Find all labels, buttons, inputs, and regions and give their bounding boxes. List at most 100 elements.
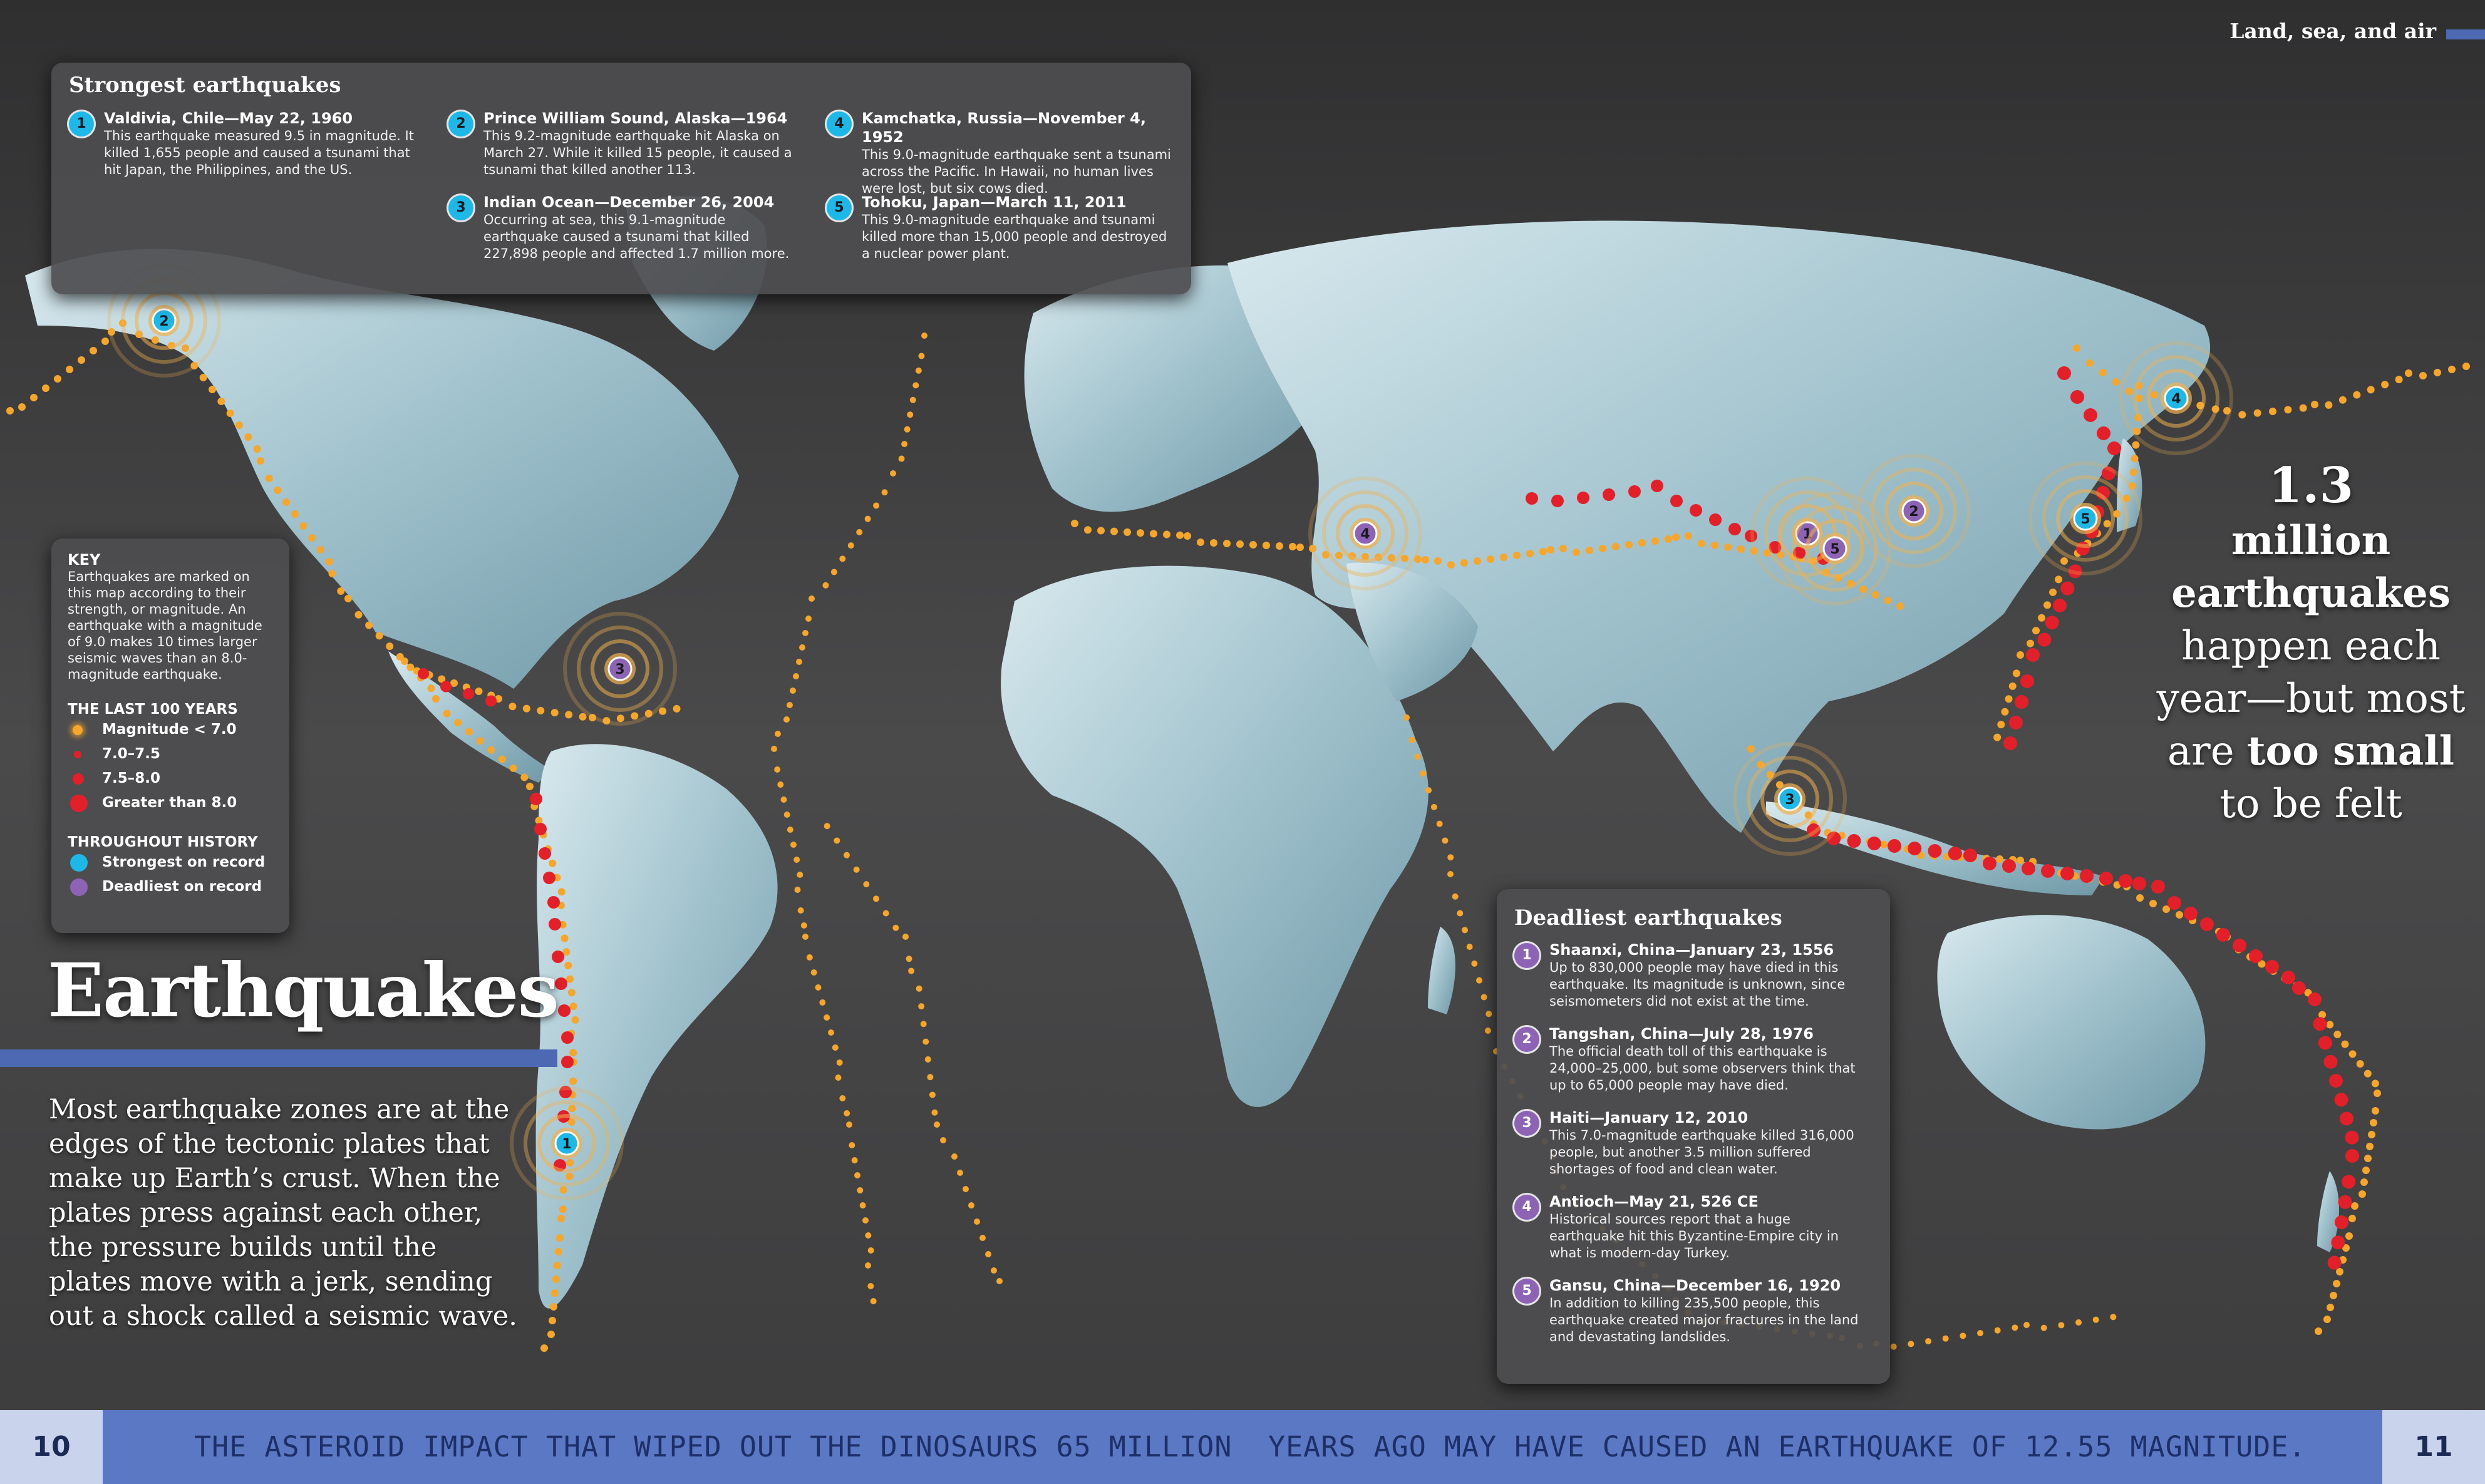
small-quake-dot xyxy=(566,1172,574,1180)
deadliest-number-badge: 5 xyxy=(1514,1279,1539,1304)
small-quake-dot xyxy=(291,510,299,518)
small-quake-dot xyxy=(2151,391,2159,399)
small-quake-dot xyxy=(2103,520,2111,528)
small-quake-dot xyxy=(835,1074,842,1081)
small-quake-dot xyxy=(780,796,787,803)
red-quake-dot xyxy=(559,1086,572,1098)
small-quake-dot xyxy=(1750,547,1758,555)
small-quake-dot xyxy=(406,663,415,671)
small-quake-dot xyxy=(828,1029,834,1036)
red-quake-dot xyxy=(1670,495,1683,507)
small-quake-dot xyxy=(2043,601,2051,609)
small-quake-dot xyxy=(495,695,502,703)
small-quake-dot xyxy=(616,714,624,723)
red-quake-dot xyxy=(1690,504,1702,517)
small-quake-dot xyxy=(824,823,830,830)
small-quake-dot xyxy=(1263,542,1270,549)
red-quake-dot xyxy=(552,951,564,963)
small-quake-dot xyxy=(2362,1167,2370,1174)
small-quake-dot xyxy=(2348,1215,2356,1222)
small-quake-dot xyxy=(1539,548,1547,555)
small-quake-dot xyxy=(1896,602,1904,610)
red-quake-dot xyxy=(2338,1195,2352,1209)
small-quake-dot xyxy=(1960,1332,1966,1339)
small-quake-dot xyxy=(235,421,243,429)
red-quake-dot xyxy=(2015,695,2028,709)
small-quake-dot xyxy=(265,475,273,482)
small-quake-dot xyxy=(1457,910,1464,917)
red-quake-dot xyxy=(2070,390,2084,404)
small-quake-dot xyxy=(892,924,899,931)
red-quake-dot xyxy=(440,681,452,693)
strongest-item-3: 3 Indian Ocean—December 26, 2004 Occurri… xyxy=(448,193,799,262)
small-quake-dot xyxy=(2419,372,2427,379)
small-quake-dot xyxy=(526,783,534,790)
red-quake-dot xyxy=(547,896,560,909)
shockwave-ring xyxy=(2147,369,2206,428)
small-quake-dot xyxy=(1884,597,1892,604)
small-quake-dot xyxy=(2005,695,2013,703)
small-quake-dot xyxy=(253,445,261,453)
small-quake-dot xyxy=(450,679,458,687)
red-quake-dot xyxy=(549,918,561,930)
red-quake-dot xyxy=(2045,616,2059,630)
small-quake-dot xyxy=(631,712,639,720)
small-quake-dot xyxy=(2323,1316,2331,1323)
small-quake-dot xyxy=(873,502,880,509)
shockwave-ring xyxy=(577,626,663,712)
small-quake-dot xyxy=(830,569,837,575)
small-quake-dot xyxy=(1993,733,2002,741)
red-quake-dot xyxy=(1888,839,1901,853)
small-quake-dot xyxy=(797,907,804,914)
red-quake-dot xyxy=(555,977,567,990)
red-quake-dot xyxy=(1867,837,1881,850)
small-quake-dot xyxy=(1480,994,1487,1001)
red-quake-dot xyxy=(2068,564,2082,579)
marker-label: 4 xyxy=(1360,527,1370,542)
red-quake-dot xyxy=(2102,466,2116,480)
small-quake-dot xyxy=(1698,540,1705,547)
small-quake-dot xyxy=(934,1121,940,1128)
key-item-strongest: Strongest on record xyxy=(68,850,273,875)
small-quake-dot xyxy=(1460,559,1468,567)
footer-fact-part1: THE ASTEROID IMPACT THAT WIPED OUT THE D… xyxy=(194,1430,1232,1463)
small-quake-dot xyxy=(547,1331,555,1338)
small-quake-dot xyxy=(2055,575,2062,584)
small-quake-dot xyxy=(520,773,529,781)
small-quake-dot xyxy=(2326,1021,2334,1029)
small-quake-dot xyxy=(991,1267,997,1274)
red-quake-dot xyxy=(2060,581,2075,595)
small-quake-dot xyxy=(567,989,576,997)
small-quake-dot xyxy=(800,922,807,929)
red-quake-dot xyxy=(558,1004,571,1017)
small-quake-dot xyxy=(915,367,922,374)
red-quake-dot xyxy=(2119,874,2132,888)
key-item-magnitude-8-plus: Greater than 8.0 xyxy=(68,791,273,815)
small-quake-dot xyxy=(564,961,572,969)
shockwave-ring xyxy=(1760,770,1819,828)
small-quake-dot xyxy=(2348,1050,2357,1058)
deadliest-item-4: 4 Antioch—May 21, 526 CE Historical sour… xyxy=(1514,1192,1865,1262)
small-quake-dot xyxy=(2364,1155,2372,1162)
stat-line: earthquakes xyxy=(2171,570,2451,617)
small-quake-dot xyxy=(783,812,790,818)
small-quake-dot xyxy=(2176,911,2183,919)
small-quake-dot xyxy=(1471,960,1478,967)
small-quake-dot xyxy=(567,1118,576,1126)
deadliest-item-title: Shaanxi, China—January 23, 1556 xyxy=(1549,941,1834,959)
small-quake-dot xyxy=(775,731,781,737)
small-quake-dot xyxy=(836,1059,843,1066)
small-quake-dot xyxy=(1276,542,1283,550)
small-quake-dot xyxy=(257,457,264,465)
small-quake-dot xyxy=(476,737,484,745)
small-quake-dot xyxy=(1474,557,1481,565)
stat-line-part: are xyxy=(2167,728,2247,775)
small-quake-dot xyxy=(1335,552,1343,559)
small-quake-dot xyxy=(793,673,799,679)
shockwave-ring xyxy=(1308,477,1422,590)
key-item-label: Strongest on record xyxy=(102,854,266,870)
arabia xyxy=(1346,562,1478,701)
small-quake-dot xyxy=(856,528,863,535)
small-quake-dot xyxy=(566,1159,574,1167)
small-quake-dot xyxy=(940,1137,946,1143)
